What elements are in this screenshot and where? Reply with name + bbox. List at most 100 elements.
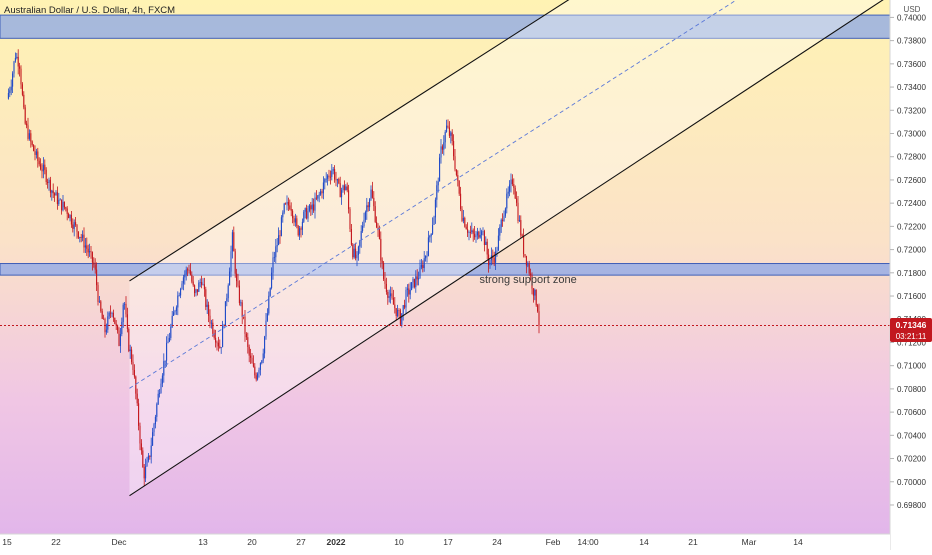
- candle-body: [383, 262, 385, 280]
- candle-body: [437, 181, 439, 186]
- candle-body: [314, 197, 316, 211]
- candle-body: [332, 169, 334, 171]
- candle-body: [135, 376, 137, 394]
- candle-body: [447, 125, 449, 128]
- x-tick-label: 17: [443, 537, 453, 547]
- candle-body: [136, 393, 138, 404]
- candle-body: [37, 151, 39, 161]
- candle-body: [47, 181, 49, 183]
- candle-body: [275, 246, 277, 258]
- candle-body: [68, 213, 70, 219]
- candle-body: [320, 191, 322, 195]
- candle-body: [495, 251, 497, 263]
- candle-body: [122, 304, 124, 322]
- candle-body: [376, 221, 378, 228]
- candle-body: [497, 235, 499, 251]
- candle-body: [254, 366, 256, 376]
- candle-body: [93, 262, 95, 265]
- y-tick-label: 0.69800: [897, 501, 926, 510]
- candle-body: [251, 357, 253, 364]
- last-price-value: 0.71346: [896, 320, 927, 330]
- candle-body: [338, 179, 340, 184]
- candle-body: [54, 193, 56, 196]
- candle-body: [201, 282, 203, 285]
- x-tick-label: 10: [394, 537, 404, 547]
- support-zone-label: strong support zone: [480, 274, 577, 286]
- candle-body: [461, 208, 463, 221]
- candle-body: [409, 289, 411, 295]
- x-tick-label: 21: [688, 537, 698, 547]
- candle-body: [329, 176, 331, 178]
- candle-body: [307, 210, 309, 219]
- candle-body: [336, 179, 338, 181]
- candle-body: [213, 333, 215, 338]
- candle-body: [129, 349, 131, 352]
- candle-body: [12, 73, 14, 87]
- candle-body: [217, 342, 219, 347]
- candle-body: [348, 190, 350, 210]
- candle-body: [76, 224, 78, 232]
- candle-body: [325, 178, 327, 180]
- y-tick-label: 0.74000: [897, 13, 926, 22]
- candle-body: [44, 164, 46, 170]
- candle-body: [257, 373, 259, 380]
- candle-body: [468, 231, 470, 233]
- candle-body: [103, 318, 105, 320]
- candle-body: [425, 255, 427, 259]
- candle-body: [514, 187, 516, 199]
- candle-body: [503, 215, 505, 221]
- candle-body: [131, 349, 133, 362]
- channel-layer[interactable]: [129, 0, 891, 497]
- candle-body: [369, 199, 371, 208]
- candle-body: [233, 232, 235, 252]
- price-axis[interactable]: [890, 0, 932, 550]
- time-axis[interactable]: [0, 534, 890, 550]
- candle-body: [439, 157, 441, 182]
- candle-body: [42, 164, 44, 172]
- candle-body: [306, 208, 308, 219]
- candle-body: [535, 289, 537, 306]
- channel-lower-line[interactable]: [129, 0, 891, 497]
- channel-mid-line[interactable]: [129, 0, 750, 389]
- channel-upper-line[interactable]: [129, 0, 891, 282]
- candle-body: [294, 218, 296, 223]
- candle-body: [471, 230, 473, 233]
- candle-body: [507, 191, 509, 194]
- candle-body: [397, 309, 399, 316]
- candle-body: [322, 182, 324, 194]
- y-tick-label: 0.70800: [897, 385, 926, 394]
- candle-body: [58, 199, 60, 205]
- x-tick-label: 14: [639, 537, 649, 547]
- candle-body: [517, 202, 519, 221]
- x-tick-label: 24: [492, 537, 502, 547]
- candle-body: [255, 375, 257, 380]
- candle-body: [524, 254, 526, 256]
- candle-body: [31, 141, 33, 145]
- y-tick-label: 0.71000: [897, 362, 926, 371]
- x-tick-label: 13: [198, 537, 208, 547]
- candle-body: [82, 234, 84, 238]
- y-tick-label: 0.73200: [897, 106, 926, 115]
- y-tick-label: 0.73000: [897, 130, 926, 139]
- candle-body: [182, 277, 184, 284]
- candle-body: [72, 224, 74, 229]
- candle-body: [79, 236, 81, 238]
- candle-body: [140, 443, 142, 451]
- candle-body: [269, 287, 271, 296]
- candle-body: [357, 246, 359, 255]
- candle-body: [444, 131, 446, 143]
- candle-body: [258, 369, 260, 374]
- candle-body: [34, 150, 36, 155]
- chart-title: Australian Dollar / U.S. Dollar, 4h, FXC…: [4, 5, 175, 16]
- candle-body: [271, 272, 273, 288]
- candle-body: [419, 267, 421, 279]
- candle-body: [436, 185, 438, 200]
- candle-body: [380, 238, 382, 261]
- candle-body: [240, 302, 242, 304]
- candle-body: [360, 231, 362, 241]
- y-tick-label: 0.73400: [897, 83, 926, 92]
- candle-body: [146, 460, 148, 467]
- candle-body: [518, 220, 520, 221]
